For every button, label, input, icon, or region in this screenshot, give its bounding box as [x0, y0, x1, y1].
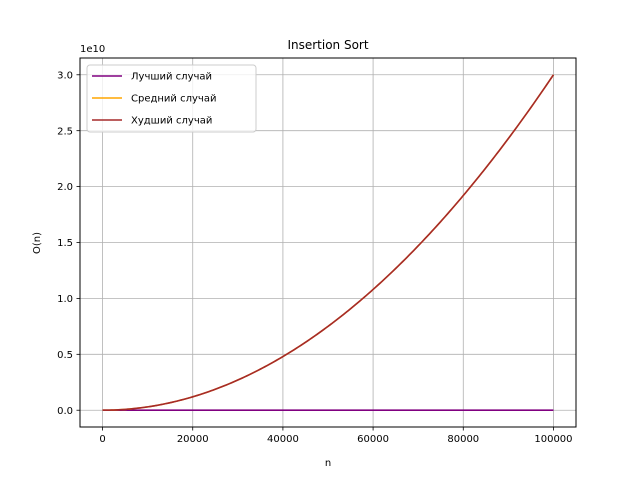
x-tick-label: 40000: [267, 434, 299, 445]
x-axis: 0 20000 40000 60000 80000 100000: [99, 427, 573, 445]
legend-label-0: Лучший случай: [131, 72, 212, 83]
y-tick-label: 1.0: [57, 294, 73, 305]
legend-box: [86, 64, 257, 133]
legend-label-1: Средний случай: [131, 94, 216, 105]
y-tick-label: 2.5: [57, 126, 73, 137]
legend-label-2: Худший случай: [131, 116, 212, 127]
series-line-2: [102, 74, 555, 412]
x-tick-label: 100000: [534, 434, 572, 445]
x-tick-label: 80000: [447, 434, 479, 445]
series-layer: [102, 74, 555, 412]
legend: Лучший случай Средний случай Худший случай: [86, 64, 257, 133]
x-axis-label: n: [325, 458, 331, 469]
y-tick-label: 1.5: [57, 238, 73, 249]
y-axis: 0.0 0.5 1.0 1.5 2.0 2.5 3.0: [57, 70, 80, 417]
x-tick-label: 20000: [177, 434, 209, 445]
y-axis-label: O(n): [32, 232, 43, 254]
y-tick-label: 0.5: [57, 350, 73, 361]
x-tick-label: 0: [99, 434, 105, 445]
y-tick-label: 0.0: [57, 406, 73, 417]
y-tick-label: 3.0: [57, 70, 73, 81]
x-tick-label: 60000: [357, 434, 389, 445]
chart-title: Insertion Sort: [287, 38, 368, 52]
y-tick-label: 2.0: [57, 182, 73, 193]
y-offset-label: 1e10: [80, 44, 105, 55]
